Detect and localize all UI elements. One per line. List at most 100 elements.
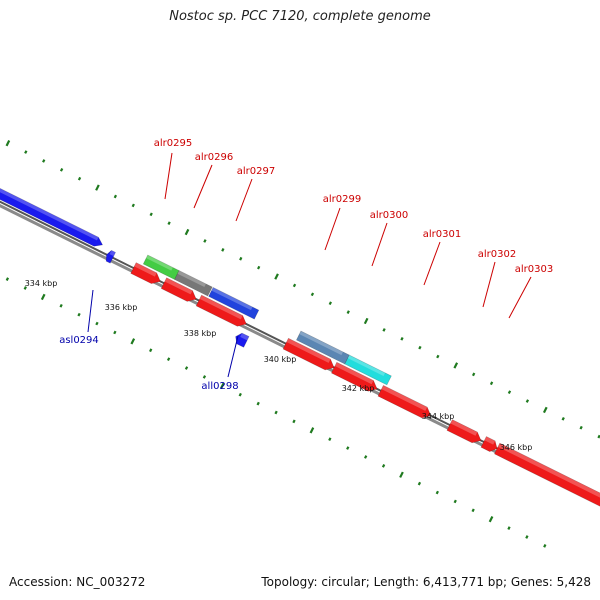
feature-blue-shape[interactable] <box>208 287 260 320</box>
gene-label-alr0300[interactable]: alr0300 <box>370 210 408 221</box>
gene-label-asl0294[interactable]: asl0294 <box>59 335 99 346</box>
topology-text: Topology: circular; Length: 6,413,771 bp… <box>261 575 591 589</box>
leader-line-alr0297 <box>235 178 253 222</box>
feature-blue[interactable] <box>208 287 260 320</box>
feature-cyan[interactable] <box>344 354 392 386</box>
gene-alr0295[interactable] <box>130 262 163 287</box>
gene-alr0299-shape[interactable] <box>282 337 337 373</box>
feature-green[interactable] <box>142 254 180 280</box>
inner-ring-tick <box>364 455 368 459</box>
outer-ring-tick <box>257 265 261 270</box>
outer-ring-tick <box>561 416 565 421</box>
feature-steelblue-shape[interactable] <box>296 330 350 365</box>
inner-ring-tick <box>435 490 439 495</box>
feature-grey[interactable] <box>174 270 213 297</box>
inner-ring-tick <box>5 277 10 281</box>
gene-alr0303-shape[interactable] <box>494 442 600 510</box>
outer-ring-tick <box>579 425 583 430</box>
inner-ring-tick <box>59 303 63 308</box>
gene-alr0303[interactable] <box>494 442 600 510</box>
gene-alr0299-highlight <box>286 338 331 363</box>
gene-alr0300-shape[interactable] <box>331 361 379 394</box>
inner-ring-tick <box>346 446 350 450</box>
inner-ring-tick <box>256 401 260 406</box>
inner-ring-tick <box>507 526 511 530</box>
gene-alr0300[interactable] <box>331 361 379 394</box>
gene-alr0295-shape[interactable] <box>130 262 163 287</box>
outer-ring-tick <box>113 194 118 199</box>
gene-alr0300-highlight <box>334 362 374 385</box>
scale-label: 336 kbp <box>105 303 138 312</box>
outer-ring-tick <box>542 406 548 414</box>
outer-ring-tick <box>400 336 404 341</box>
gene-alr0296-shape[interactable] <box>160 277 199 305</box>
gene-label-alr0299[interactable]: alr0299 <box>323 194 361 205</box>
gene-label-alr0297[interactable]: alr0297 <box>237 166 275 177</box>
gene-alr0302-b[interactable] <box>480 436 500 453</box>
gene-asl0294-end-highlight <box>109 250 116 257</box>
gene-alr0302-highlight <box>450 419 478 436</box>
feature-steelblue-highlight <box>299 331 343 356</box>
gene-alr0299[interactable] <box>282 337 337 373</box>
gene-alr0296[interactable] <box>160 277 199 305</box>
scale-label: 338 kbp <box>184 329 217 338</box>
feature-cyan-shape[interactable] <box>344 354 392 386</box>
outer-ring-tick <box>131 203 135 208</box>
leader-line-alr0295 <box>164 152 173 200</box>
leader-line-asl0294 <box>87 289 94 333</box>
gene-alr0302-b-shape[interactable] <box>480 436 500 453</box>
gene-alr0301-highlight <box>381 385 428 411</box>
leader-line-all0298 <box>227 335 239 378</box>
inner-ring-tick <box>149 348 153 353</box>
feature-blue-highlight <box>211 287 253 311</box>
leader-line-alr0299 <box>324 207 341 251</box>
gene-label-alr0303[interactable]: alr0303 <box>515 264 553 275</box>
gene-all0298[interactable] <box>233 331 250 348</box>
inner-ring-tick <box>328 437 332 442</box>
outer-ring-tick <box>184 228 190 236</box>
leader-line-alr0301 <box>423 241 441 286</box>
gene-asl0294-end[interactable] <box>104 249 116 264</box>
gene-asl0294-end-shape[interactable] <box>104 249 116 264</box>
inner-ring-tick <box>77 312 81 317</box>
gene-alr0301-shape[interactable] <box>377 384 433 421</box>
gene-alr0303-highlight <box>497 443 600 500</box>
gene-asl0294[interactable] <box>0 177 105 249</box>
gene-alr0296-highlight <box>164 277 193 295</box>
gene-label-alr0302[interactable]: alr0302 <box>478 249 516 260</box>
feature-grey-shape[interactable] <box>174 270 213 297</box>
outer-ring-tick <box>382 328 386 332</box>
gene-alr0301[interactable] <box>377 384 433 421</box>
inner-ring-tick <box>220 382 225 389</box>
gene-label-all0298[interactable]: all0298 <box>201 381 238 392</box>
gene-alr0302-shape[interactable] <box>446 419 484 446</box>
outer-ring-tick <box>507 390 512 394</box>
gene-alr0302[interactable] <box>446 419 484 446</box>
scale-label: 346 kbp <box>500 443 533 452</box>
scale-label: 340 kbp <box>264 355 297 364</box>
gene-label-alr0301[interactable]: alr0301 <box>423 229 461 240</box>
scale-label: 334 kbp <box>25 279 58 288</box>
inner-ring-tick <box>309 427 315 434</box>
leader-line-alr0300 <box>371 222 388 267</box>
gene-alr0297[interactable] <box>195 294 249 329</box>
inner-ring-tick <box>95 321 99 326</box>
feature-steelblue[interactable] <box>296 330 350 365</box>
outer-ring-tick <box>77 176 82 181</box>
gene-alr0297-shape[interactable] <box>195 294 249 329</box>
gene-asl0294-shape[interactable] <box>0 177 105 249</box>
gene-alr0302-b-highlight <box>484 436 496 445</box>
outer-ring-tick <box>42 159 46 163</box>
outer-ring-tick <box>525 399 530 403</box>
scale-label: 344 kbp <box>422 412 455 421</box>
inner-ring-tick <box>238 392 242 397</box>
feature-green-shape[interactable] <box>142 254 180 280</box>
inner-ring-tick <box>166 357 171 361</box>
inner-ring-tick <box>543 544 547 548</box>
gene-all0298-shape[interactable] <box>233 331 250 348</box>
inner-ring-tick <box>525 535 529 539</box>
outer-ring-tick <box>5 139 11 147</box>
gene-label-alr0295[interactable]: alr0295 <box>154 138 192 149</box>
gene-label-alr0296[interactable]: alr0296 <box>195 152 233 163</box>
